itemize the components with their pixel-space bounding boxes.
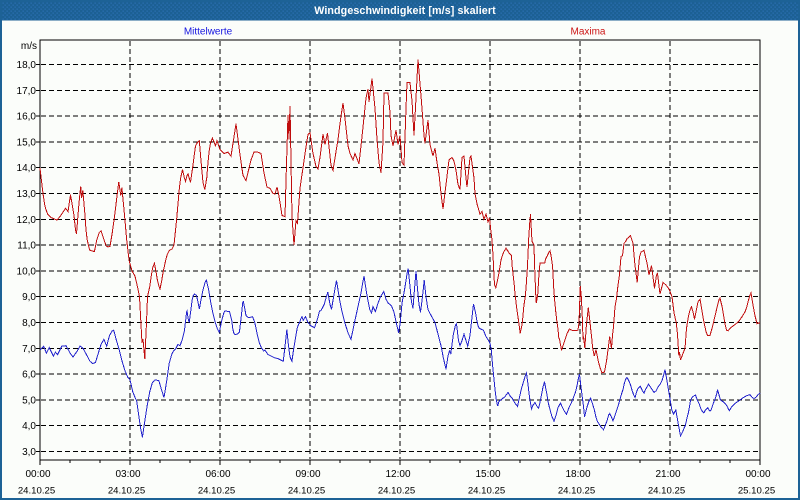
svg-text:17,0: 17,0 xyxy=(17,86,37,97)
svg-text:24.10.25: 24.10.25 xyxy=(198,486,235,497)
svg-text:9,0: 9,0 xyxy=(22,292,36,303)
svg-text:4,0: 4,0 xyxy=(22,421,36,432)
svg-text:24.10.25: 24.10.25 xyxy=(648,486,685,497)
svg-text:11,0: 11,0 xyxy=(17,241,36,252)
svg-text:18,0: 18,0 xyxy=(17,60,37,71)
svg-text:10,0: 10,0 xyxy=(17,266,37,277)
svg-text:12:00: 12:00 xyxy=(385,469,410,480)
svg-text:25.10.25: 25.10.25 xyxy=(738,486,775,497)
svg-text:06:00: 06:00 xyxy=(205,469,230,480)
svg-text:3,0: 3,0 xyxy=(22,447,36,458)
svg-text:24.10.25: 24.10.25 xyxy=(18,486,55,497)
svg-text:8,0: 8,0 xyxy=(22,318,36,329)
svg-text:15,0: 15,0 xyxy=(17,137,37,148)
svg-text:5,0: 5,0 xyxy=(22,395,36,406)
svg-text:16,0: 16,0 xyxy=(17,112,37,123)
svg-text:6,0: 6,0 xyxy=(22,370,36,381)
svg-text:Maxima: Maxima xyxy=(570,27,605,38)
svg-text:18:00: 18:00 xyxy=(565,469,590,480)
svg-text:09:00: 09:00 xyxy=(295,469,320,480)
svg-text:24.10.25: 24.10.25 xyxy=(288,486,325,497)
svg-text:13,0: 13,0 xyxy=(17,189,37,200)
svg-text:15:00: 15:00 xyxy=(475,469,500,480)
svg-text:24.10.25: 24.10.25 xyxy=(558,486,595,497)
svg-text:24.10.25: 24.10.25 xyxy=(468,486,505,497)
svg-text:00:00: 00:00 xyxy=(745,469,770,480)
svg-text:12,0: 12,0 xyxy=(17,215,37,226)
svg-text:03:00: 03:00 xyxy=(115,469,140,480)
svg-text:00:00: 00:00 xyxy=(25,469,50,480)
svg-text:m/s: m/s xyxy=(21,41,37,52)
svg-text:24.10.25: 24.10.25 xyxy=(108,486,145,497)
svg-text:14,0: 14,0 xyxy=(17,163,37,174)
svg-text:21:00: 21:00 xyxy=(655,469,680,480)
svg-text:7,0: 7,0 xyxy=(22,344,36,355)
svg-text:24.10.25: 24.10.25 xyxy=(378,486,415,497)
svg-text:Mittelwerte: Mittelwerte xyxy=(184,27,233,38)
